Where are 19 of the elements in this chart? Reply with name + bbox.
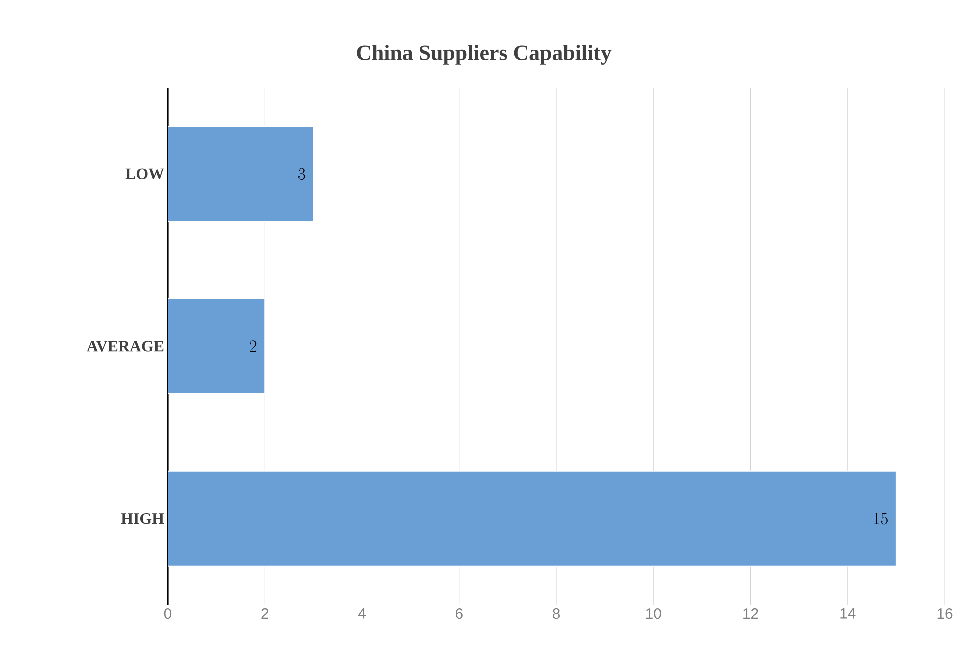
data-label: 15	[874, 512, 888, 525]
data-label: 3	[298, 168, 306, 180]
x-tick-label: 16	[938, 608, 953, 620]
x-tick-label: 4	[358, 608, 366, 619]
y-tick-label: HIGH	[121, 513, 164, 524]
y-tick-label: LOW	[126, 168, 164, 180]
bar	[168, 126, 314, 222]
x-tick-label: 6	[456, 608, 463, 620]
bar	[168, 470, 897, 567]
y-tick-label: AVERAGE	[86, 341, 164, 352]
x-tick-label: 8	[553, 608, 560, 620]
x-tick-label: 12	[744, 608, 758, 619]
x-tick-label: 10	[646, 608, 662, 620]
data-label: 2	[250, 340, 257, 352]
x-tick-label: 14	[840, 608, 856, 619]
chart-title: China Suppliers Capability	[357, 45, 612, 65]
bar	[168, 298, 266, 394]
x-tick-label: 0	[164, 608, 172, 620]
x-tick-label: 2	[262, 608, 269, 619]
